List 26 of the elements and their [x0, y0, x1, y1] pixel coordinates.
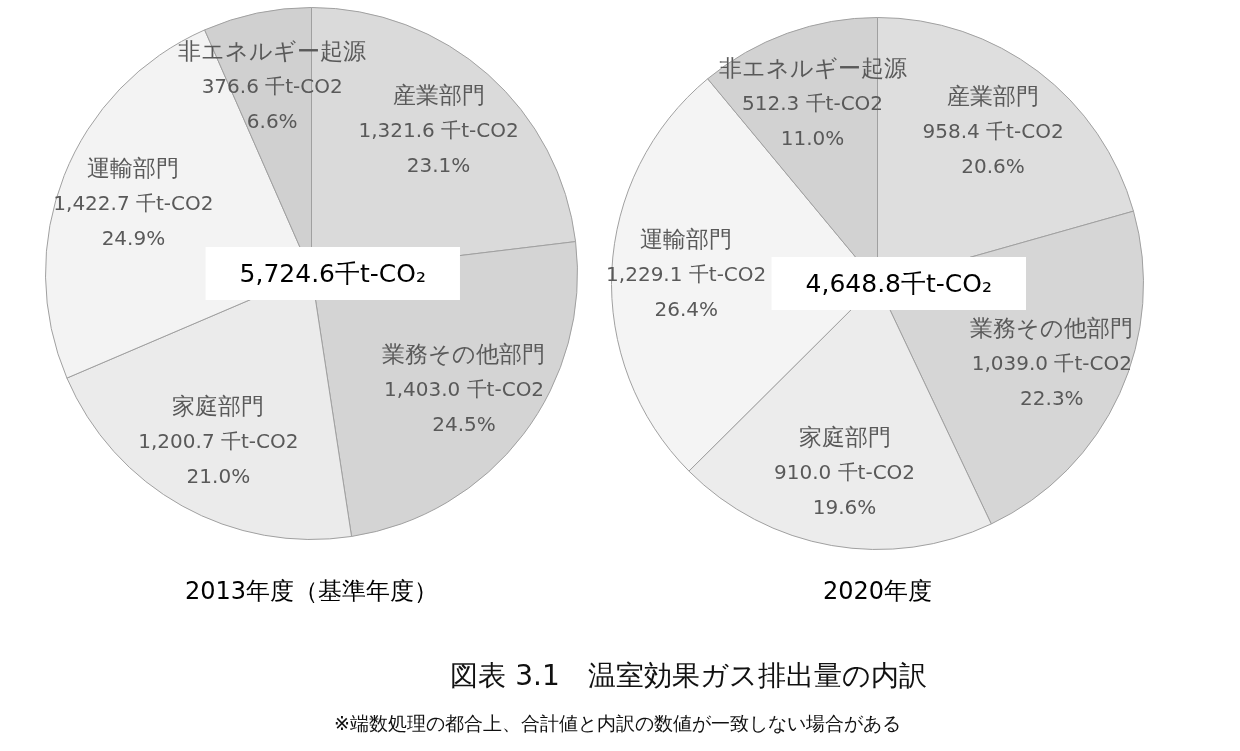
- slice-label: 産業部門: [947, 82, 1040, 109]
- text: ※端数処理の都合上、合計値と内訳の数値が一致しない場合がある: [334, 711, 901, 734]
- text: 4,648.8千t-CO₂: [805, 269, 992, 298]
- data-label: 958.4 千t-CO2 20.6%: [922, 118, 1064, 178]
- data-label: 910.0 千t-CO2 19.6%: [773, 460, 916, 520]
- slice-label: 業務その他部門: [970, 314, 1134, 341]
- text: 図表 3.1 温室効果ガス排出量の内訳: [450, 659, 927, 692]
- slice-label: 家庭部門: [798, 424, 891, 451]
- text: 5,724.6千t-CO₂: [239, 259, 426, 288]
- data-label: 1,229.1 千t-CO2 26.4%: [606, 262, 767, 322]
- data-label: 1,039.0 千t-CO2 22.3%: [971, 350, 1132, 410]
- data-label: 376.6 千t-CO2 6.6%: [201, 74, 343, 134]
- text: 2020年度: [822, 576, 933, 605]
- slice-label: 運輸部門: [640, 226, 733, 253]
- data-label: 512.3 千t-CO2 11.0%: [741, 91, 884, 151]
- data-label: 1,422.7 千t-CO2 24.9%: [53, 191, 214, 251]
- slice-label: 産業部門: [392, 82, 485, 109]
- data-label: 1,321.6 千t-CO2 23.1%: [358, 118, 519, 178]
- slice-label: 非エネルギー起源: [178, 38, 367, 65]
- slice-label: 業務その他部門: [382, 341, 546, 368]
- text: 2013年度（基準年度）: [184, 576, 439, 605]
- slice-label: 運輸部門: [87, 155, 180, 182]
- slice-label: 家庭部門: [172, 392, 265, 419]
- data-label: 1,403.0 千t-CO2 24.5%: [383, 377, 545, 437]
- slice-label: 非エネルギー起源: [718, 55, 907, 82]
- data-label: 1,200.7 千t-CO2 21.0%: [138, 428, 299, 488]
